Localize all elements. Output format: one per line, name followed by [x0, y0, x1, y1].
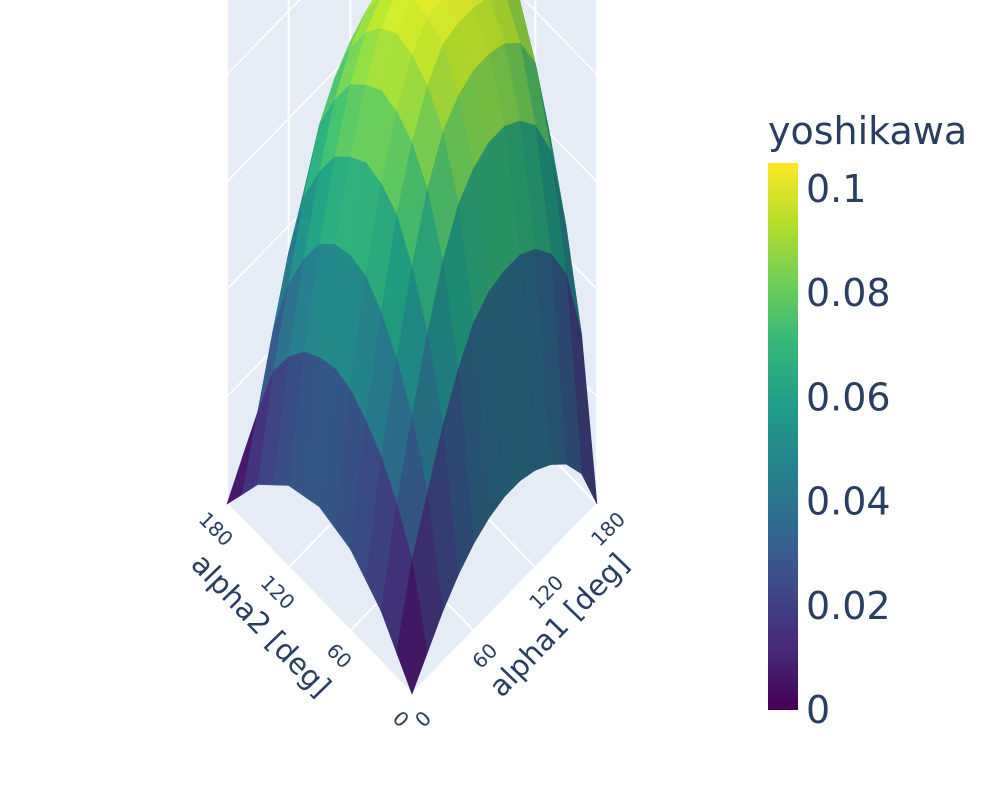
colorbar-tick-label: 0.1	[806, 167, 866, 211]
colorbar-tick-label: 0.04	[806, 480, 891, 524]
y-tick-label: 0	[388, 706, 414, 732]
y-tick-label: 180	[194, 507, 238, 551]
colorbar-bar	[768, 163, 798, 710]
surface-mesh	[226, 0, 598, 695]
colorbar-tick-label: 0	[806, 688, 830, 732]
colorbar-title: yoshikawa	[768, 109, 967, 153]
surface-patch	[396, 559, 428, 695]
floor-gridline-x	[226, 503, 413, 695]
colorbar-tick-label: 0.06	[806, 375, 891, 419]
colorbar-tick-label: 0.08	[806, 271, 891, 315]
wall-gridline-z	[523, 0, 598, 75]
colorbar-ticks: 0 0.02 0.04 0.06 0.08 0.1	[806, 167, 891, 732]
colorbar: yoshikawa 0 0.02 0.04 0.06 0.08 0.1	[768, 109, 967, 732]
x-tick-label: 0	[410, 706, 436, 732]
colorbar-tick-label: 0.02	[806, 584, 891, 628]
floor-gridline-y	[411, 503, 598, 695]
x-tick-label: 180	[586, 507, 630, 551]
wall-gridline-z	[226, 0, 301, 75]
